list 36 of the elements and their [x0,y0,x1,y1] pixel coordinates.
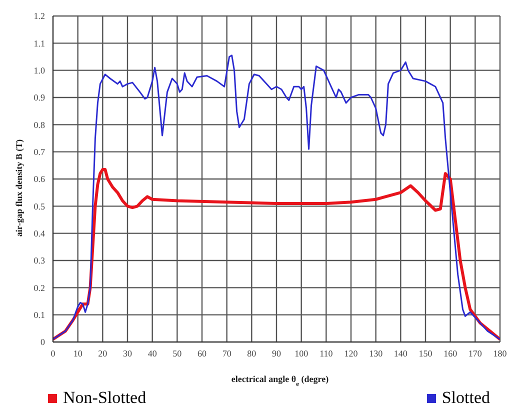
x-tick-label: 180 [493,348,508,358]
y-axis-title: air-gap flux density B (T) [14,139,24,237]
y-tick-label: 1.0 [34,66,46,76]
x-tick-label: 90 [272,348,282,358]
y-tick-label: 0.1 [34,310,45,320]
y-tick-label: 0.4 [34,228,46,239]
y-tick-label: 0.3 [34,256,46,266]
y-tick-label: 0.6 [34,174,46,184]
y-tick-label: 0.7 [34,147,46,158]
x-tick-label: 150 [418,348,433,358]
x-tick-label: 20 [98,348,108,358]
y-tick-label: 0 [40,337,46,348]
legend-label: Slotted [442,388,490,408]
x-tick-label: 100 [294,348,309,358]
y-tick-label: 0.9 [34,92,46,103]
x-tick-label: 70 [222,348,232,358]
x-tick-label: 60 [198,348,207,358]
x-tick-label: 160 [444,348,458,358]
x-tick-label: 50 [172,348,182,358]
legend-label: Non-Slotted [63,388,146,408]
x-tick-label: 80 [247,348,257,358]
x-axis-title: electrical angle θ$_{e}$ (degre) [231,374,329,388]
x-tick-label: 170 [468,348,482,358]
x-tick-label: 130 [369,348,384,358]
y-tick-label: 1.2 [34,11,45,22]
y-tick-label: 0.2 [34,282,45,293]
x-tick-label: 30 [123,348,132,358]
x-tick-label: 10 [73,348,83,358]
y-tick-label: 0.5 [34,201,46,212]
y-tick-label: 1.1 [34,38,45,48]
x-tick-label: 40 [148,348,158,358]
x-tick-label: 0 [50,348,56,358]
x-tick-label: 110 [320,348,334,358]
y-tick-label: 0.8 [34,120,46,130]
x-tick-label: 120 [344,348,358,358]
x-tick-label: 140 [394,348,408,358]
